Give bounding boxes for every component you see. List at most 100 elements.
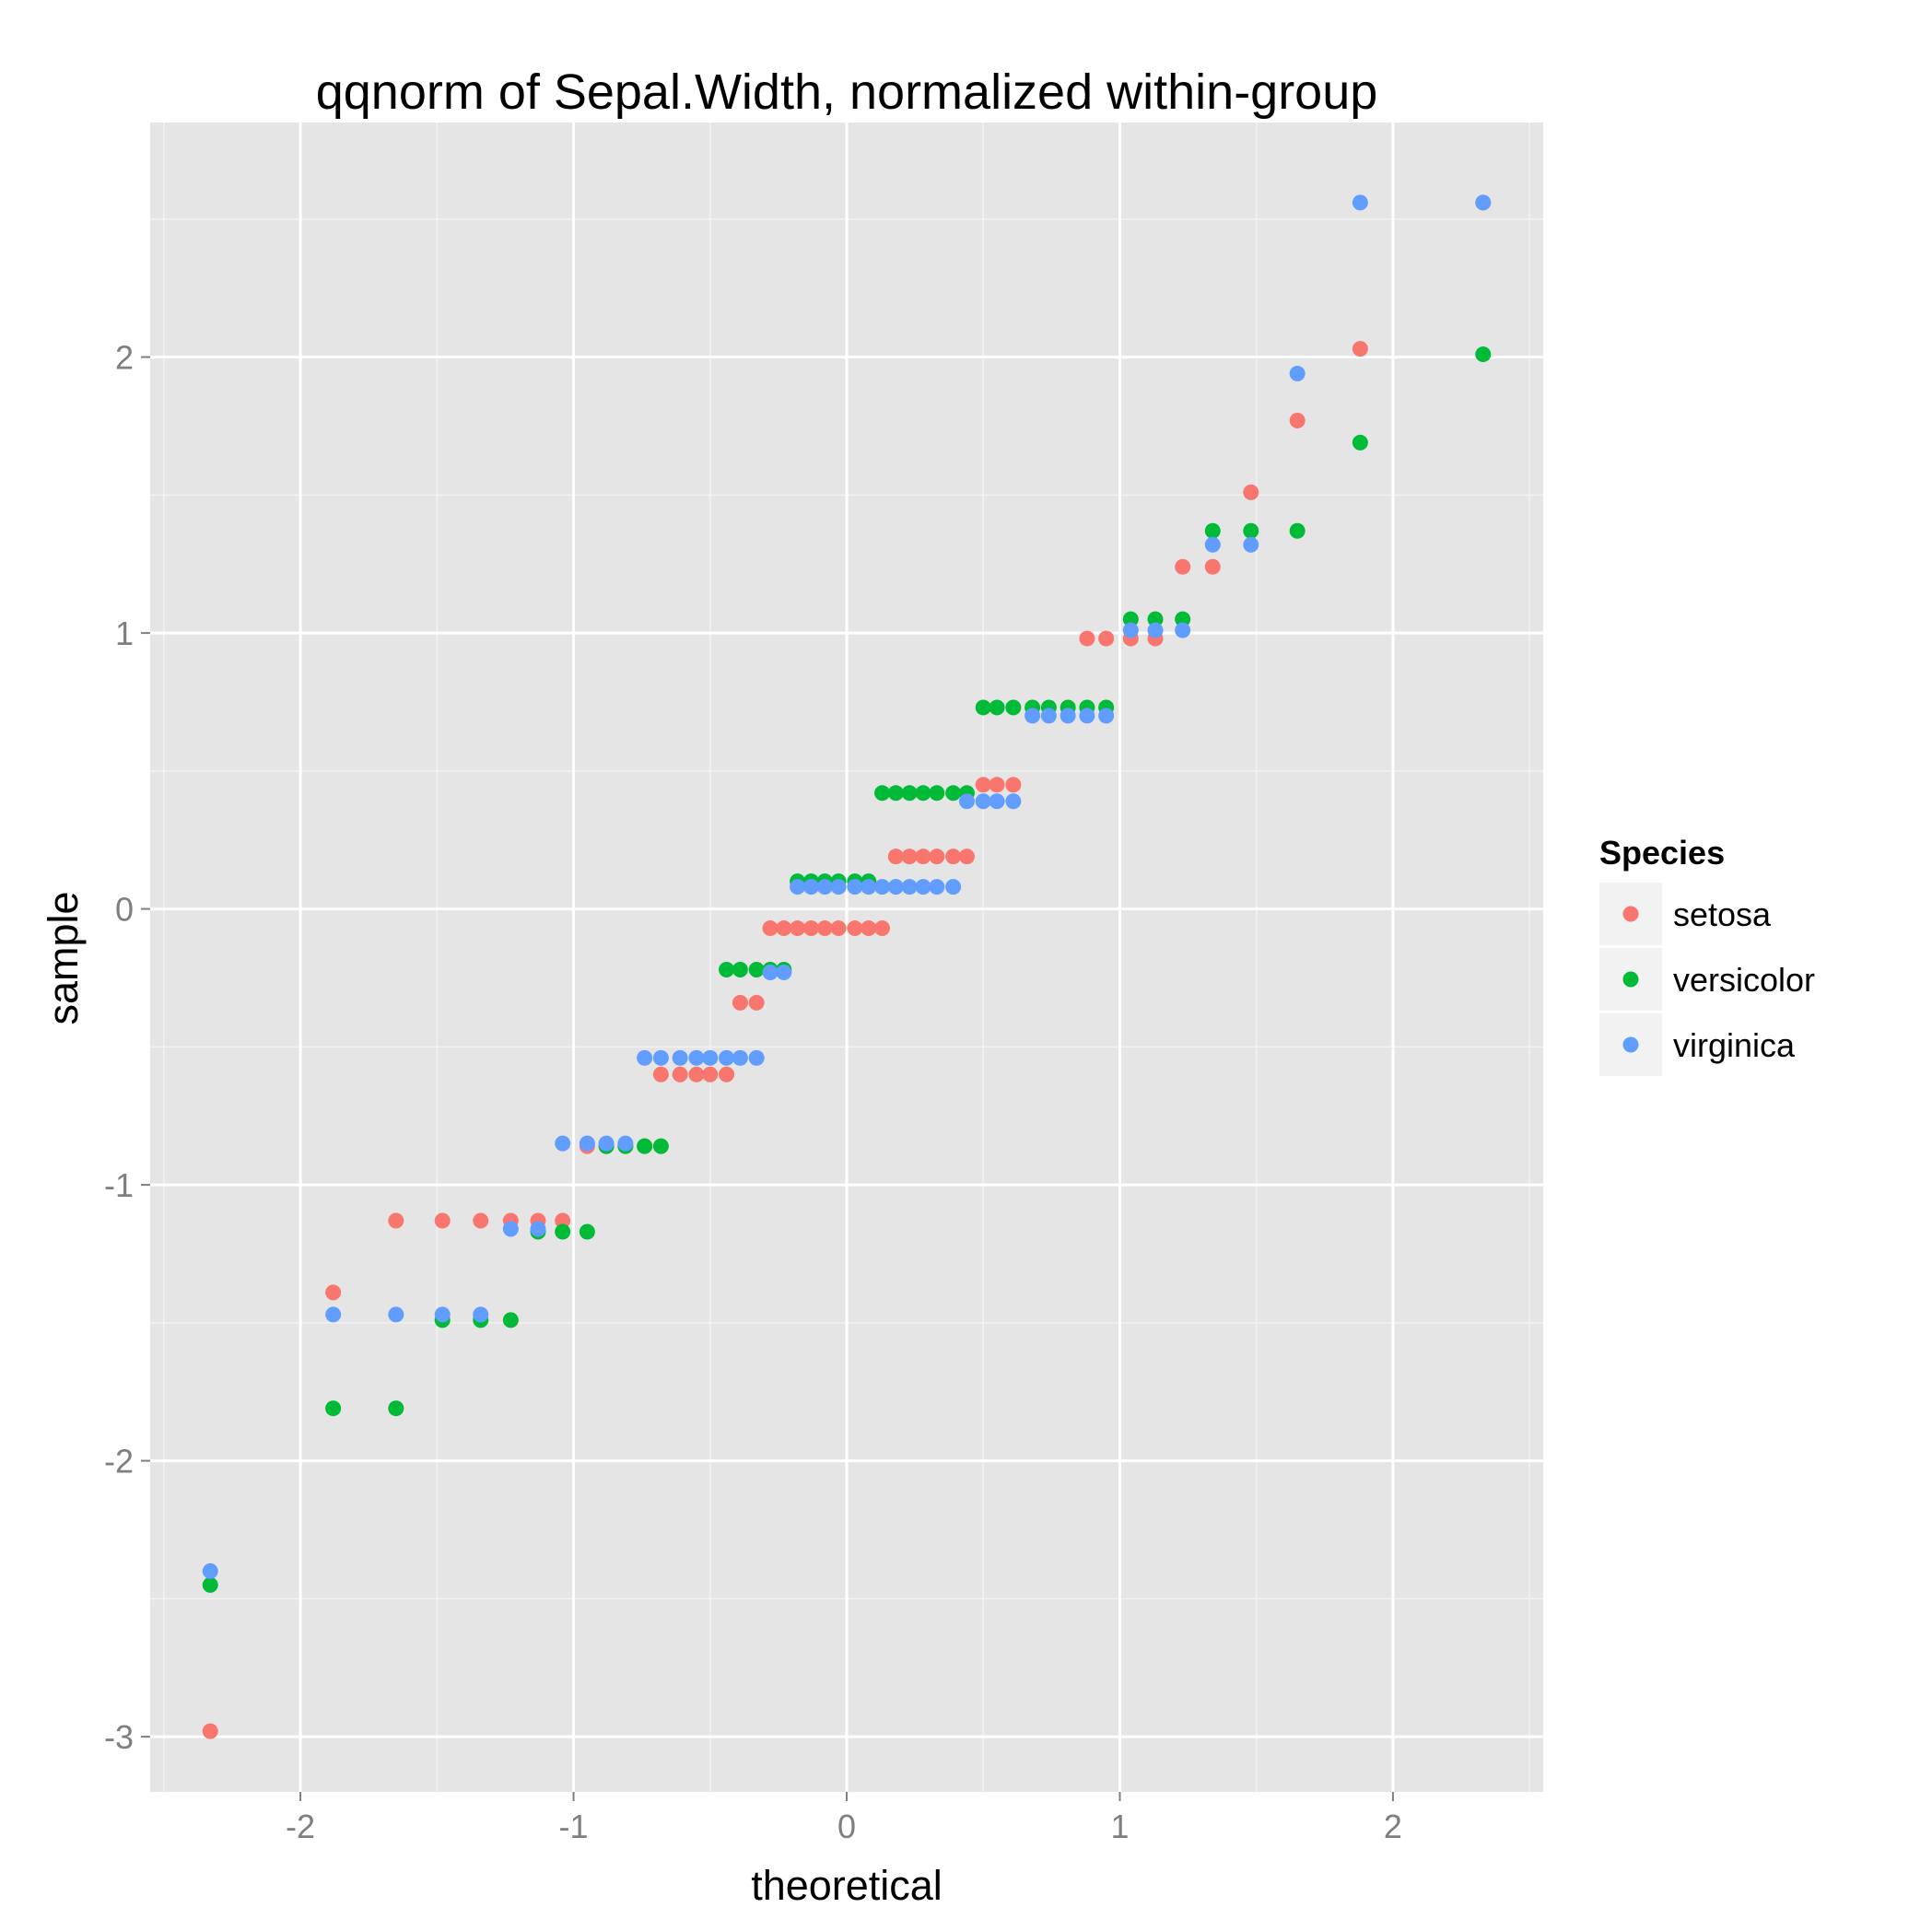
legend-label-virginica: virginica <box>1673 1026 1796 1064</box>
data-point-setosa <box>732 994 748 1011</box>
legend-swatch-versicolor <box>1622 971 1639 988</box>
data-point-setosa <box>915 848 931 865</box>
x-tick-label: -2 <box>286 1808 315 1845</box>
data-point-versicolor <box>915 785 931 802</box>
data-point-virginica <box>830 879 847 895</box>
data-point-setosa <box>1204 558 1221 575</box>
data-point-virginica <box>929 879 945 895</box>
legend: Species setosa versicolor virginica <box>1599 834 1815 1076</box>
data-point-versicolor <box>732 961 748 977</box>
data-point-virginica <box>1098 708 1115 724</box>
data-point-versicolor <box>874 785 891 802</box>
data-point-versicolor <box>1204 522 1221 539</box>
data-point-setosa <box>325 1284 342 1301</box>
data-point-virginica <box>989 793 1005 810</box>
data-point-virginica <box>887 879 904 895</box>
legend-label-versicolor: versicolor <box>1673 961 1815 999</box>
data-point-virginica <box>1175 622 1191 638</box>
data-point-versicolor <box>1352 434 1368 451</box>
data-point-virginica <box>502 1221 519 1237</box>
data-point-versicolor <box>1475 346 1492 363</box>
data-point-versicolor <box>1147 611 1164 627</box>
data-point-setosa <box>473 1212 489 1229</box>
data-point-setosa <box>762 920 779 937</box>
data-point-virginica <box>915 879 931 895</box>
data-point-setosa <box>688 1066 705 1083</box>
data-point-setosa <box>434 1212 451 1229</box>
data-point-versicolor <box>502 1312 519 1328</box>
data-point-setosa <box>1175 558 1191 575</box>
data-point-virginica <box>1060 708 1076 724</box>
data-point-virginica <box>816 879 833 895</box>
data-point-virginica <box>473 1306 489 1323</box>
data-point-versicolor <box>637 1138 653 1154</box>
x-tick-label: 2 <box>1384 1808 1402 1845</box>
data-point-versicolor <box>1005 699 1022 716</box>
legend-label-setosa: setosa <box>1673 895 1772 933</box>
data-point-virginica <box>762 964 779 980</box>
data-point-versicolor <box>1122 611 1139 627</box>
data-point-virginica <box>202 1562 218 1579</box>
data-point-setosa <box>652 1066 669 1083</box>
data-point-virginica <box>325 1306 342 1323</box>
y-axis-ticks: -3 -2 -1 0 1 2 <box>104 339 150 1756</box>
data-point-virginica <box>1352 194 1368 211</box>
data-point-virginica <box>748 1049 765 1066</box>
data-point-setosa <box>702 1066 719 1083</box>
y-tick-label: 1 <box>115 614 134 652</box>
data-point-versicolor <box>202 1576 218 1593</box>
data-point-setosa <box>672 1066 688 1083</box>
data-point-versicolor <box>652 1138 669 1154</box>
y-axis-title: sample <box>40 891 87 1024</box>
data-point-setosa <box>776 920 792 937</box>
data-point-virginica <box>702 1049 719 1066</box>
data-point-versicolor <box>887 785 904 802</box>
data-point-setosa <box>202 1723 218 1739</box>
data-point-setosa <box>830 920 847 937</box>
data-point-virginica <box>945 879 962 895</box>
data-point-virginica <box>790 879 806 895</box>
data-point-setosa <box>945 848 962 865</box>
data-point-virginica <box>901 879 918 895</box>
data-point-setosa <box>1079 630 1095 647</box>
data-point-setosa <box>388 1212 404 1229</box>
data-point-setosa <box>975 777 991 793</box>
data-point-virginica <box>579 1135 595 1152</box>
data-point-virginica <box>555 1135 571 1152</box>
data-point-versicolor <box>929 785 945 802</box>
data-point-setosa <box>802 920 819 937</box>
data-point-setosa <box>874 920 891 937</box>
data-point-virginica <box>874 879 891 895</box>
y-tick-label: 2 <box>115 339 134 377</box>
data-point-setosa <box>748 994 765 1011</box>
data-point-virginica <box>719 1049 735 1066</box>
data-point-setosa <box>1098 630 1115 647</box>
data-point-virginica <box>847 879 863 895</box>
data-point-virginica <box>1079 708 1095 724</box>
data-point-versicolor <box>1243 522 1259 539</box>
data-point-virginica <box>958 793 975 810</box>
data-point-setosa <box>790 920 806 937</box>
data-point-versicolor <box>989 699 1005 716</box>
data-point-versicolor <box>975 699 991 716</box>
legend-swatch-virginica <box>1622 1036 1639 1053</box>
data-point-virginica <box>434 1306 451 1323</box>
data-point-virginica <box>802 879 819 895</box>
x-axis-ticks: -2 -1 0 1 2 <box>286 1792 1402 1845</box>
data-point-virginica <box>652 1049 669 1066</box>
data-point-setosa <box>1005 777 1022 793</box>
data-point-virginica <box>1147 622 1164 638</box>
data-point-setosa <box>847 920 863 937</box>
data-point-setosa <box>816 920 833 937</box>
data-point-versicolor <box>901 785 918 802</box>
data-point-virginica <box>1204 536 1221 553</box>
data-point-virginica <box>637 1049 653 1066</box>
y-tick-label: -1 <box>104 1166 134 1204</box>
data-point-virginica <box>1025 708 1041 724</box>
data-point-virginica <box>530 1221 546 1237</box>
data-point-setosa <box>1352 341 1368 357</box>
x-tick-label: 0 <box>837 1808 856 1845</box>
x-tick-label: 1 <box>1110 1808 1129 1845</box>
major-gridlines <box>150 123 1543 1792</box>
data-point-virginica <box>688 1049 705 1066</box>
